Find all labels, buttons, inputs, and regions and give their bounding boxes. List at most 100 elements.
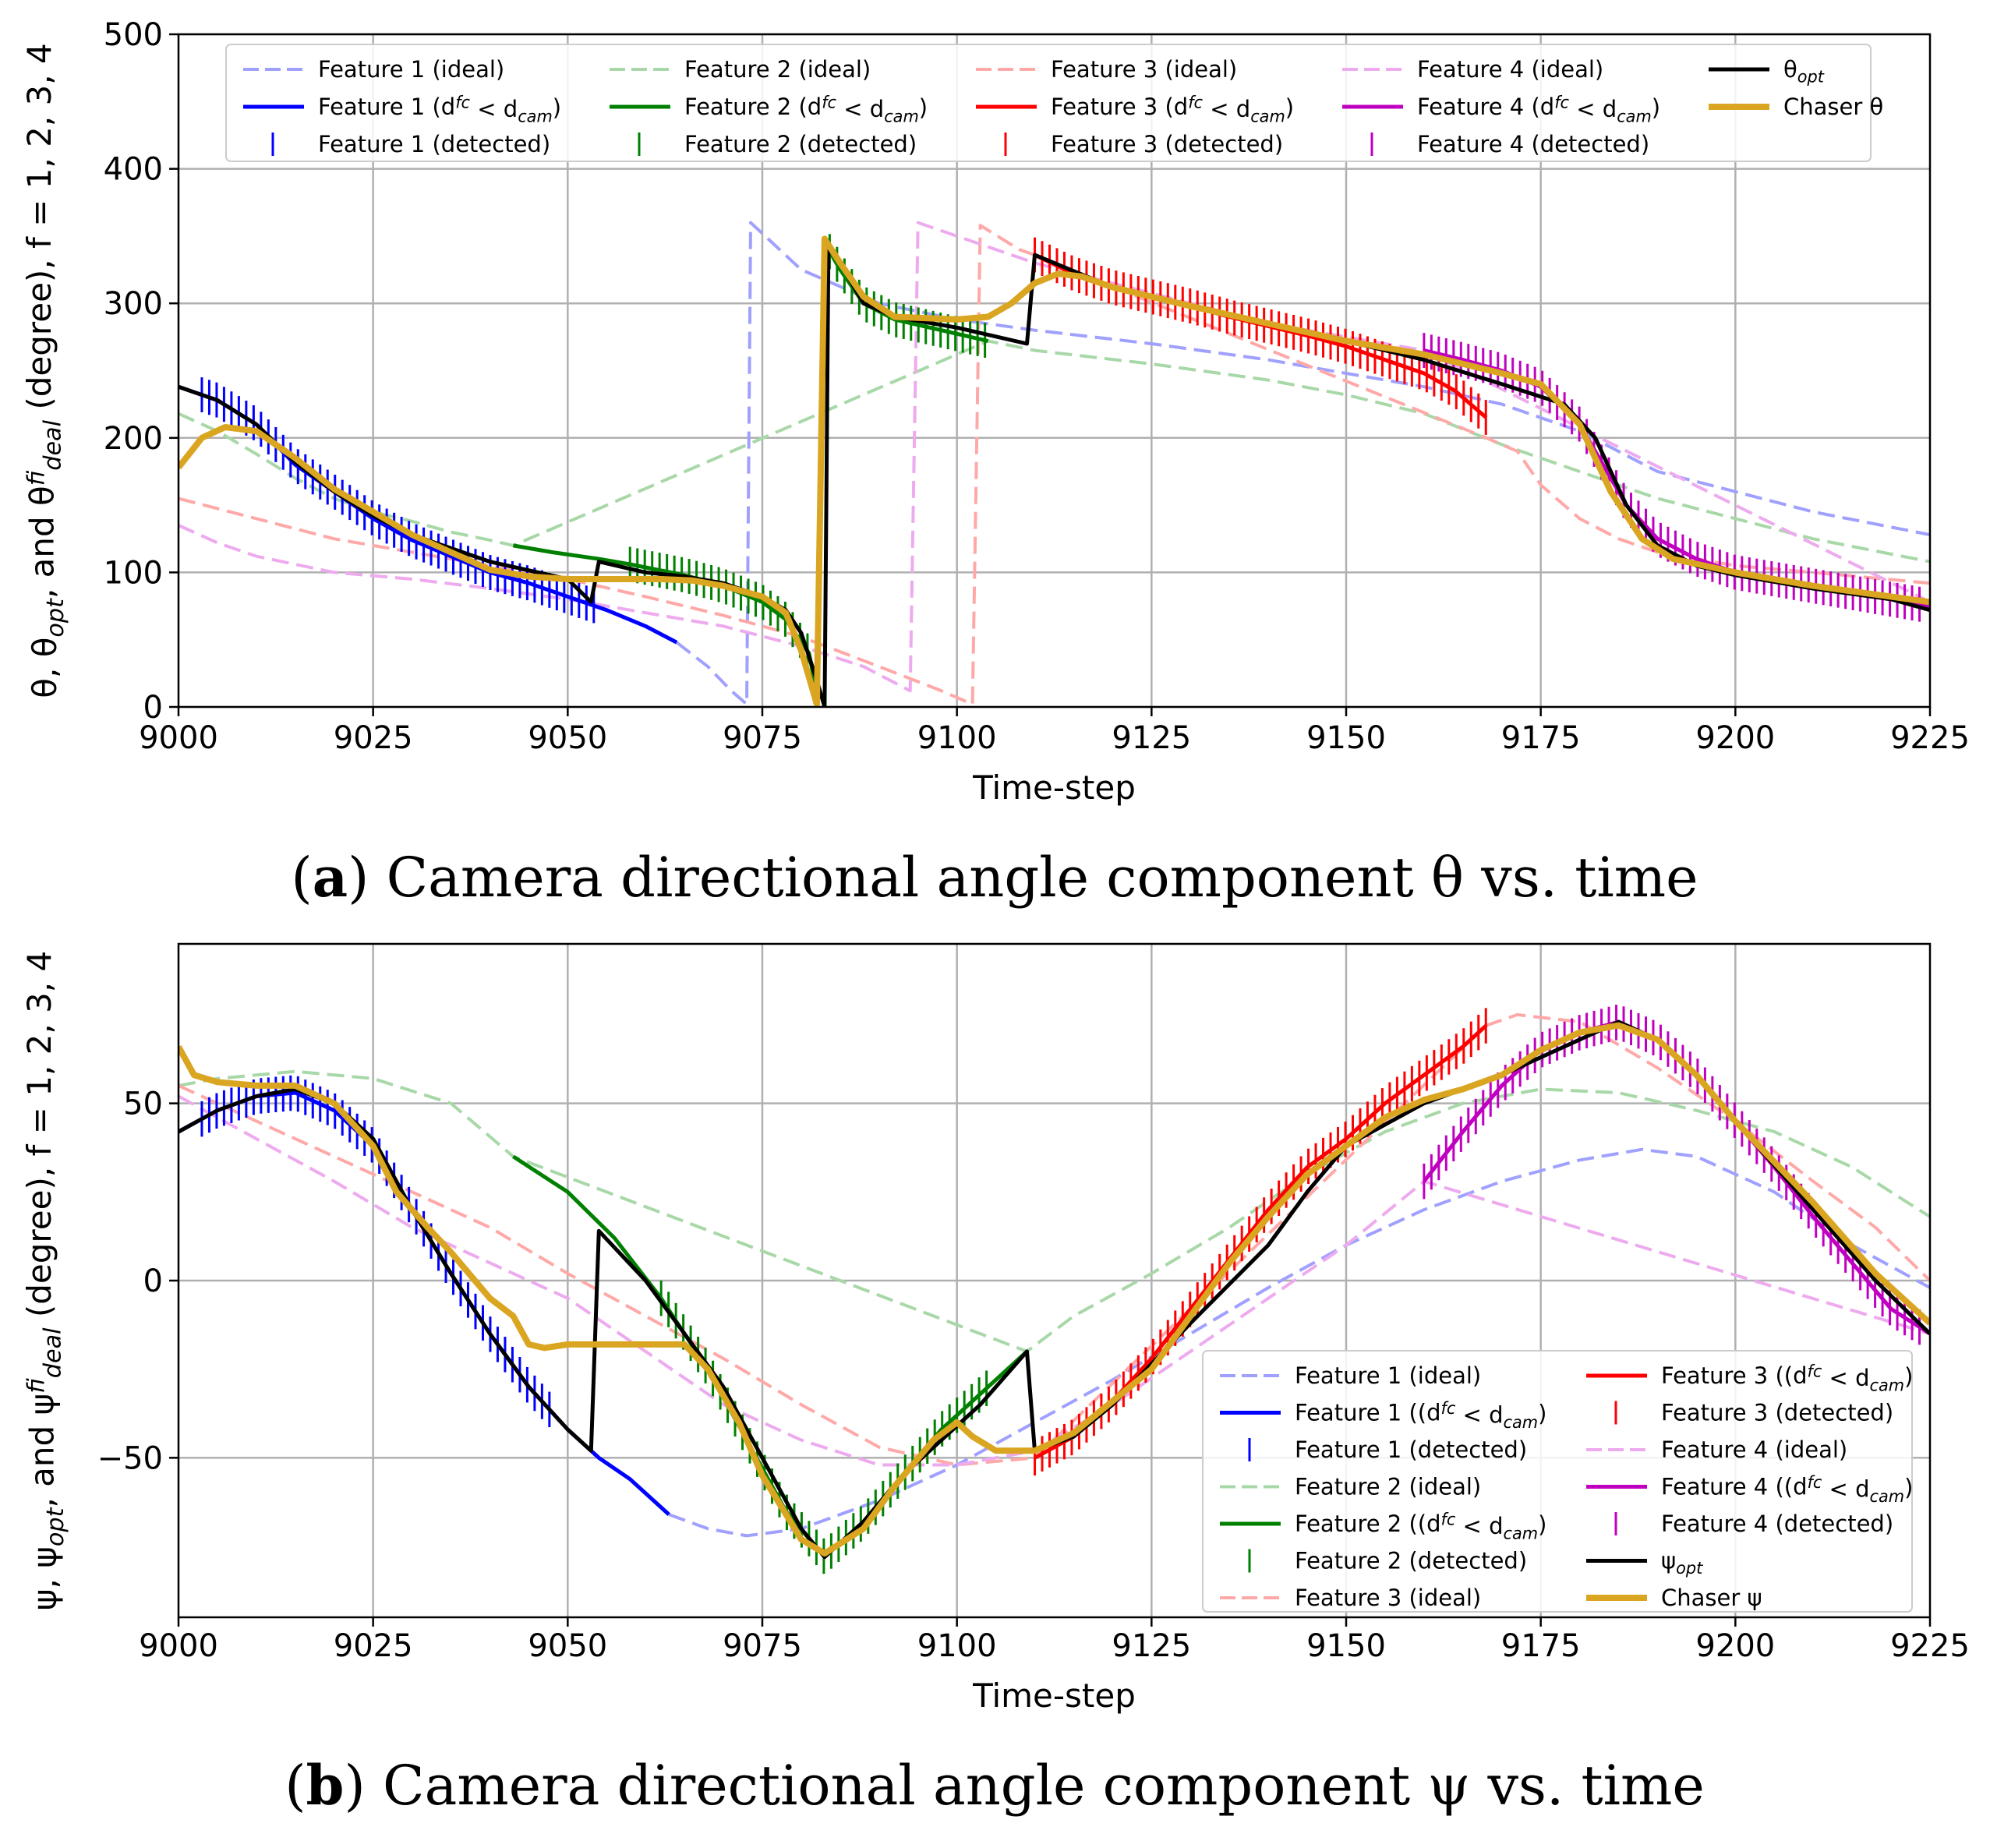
panel-theta-chart: 9000 9025 9050 9075 9100 9125 9150 9175 9200 9225… bbox=[20, 17, 1970, 910]
label-fragment: Feature 4 ((d bbox=[1661, 1474, 1808, 1500]
legend-label: Feature 1 (detected) bbox=[318, 131, 550, 157]
legend-item-chaser: Chaser ψ bbox=[1586, 1585, 1762, 1611]
figure-caption: (a) Camera directional angle component θ… bbox=[291, 845, 1698, 910]
legend-label: Feature 2 (ideal) bbox=[1295, 1474, 1481, 1500]
x-tick-label: 9075 bbox=[723, 1628, 802, 1664]
x-axis-label: Time-step bbox=[972, 769, 1136, 807]
label-fragment: cam bbox=[1870, 1487, 1905, 1506]
label-fragment: < d bbox=[1822, 1476, 1869, 1503]
x-tick-label: 9225 bbox=[1890, 720, 1970, 756]
series-feature-2-d-fc-d-cam bbox=[512, 1154, 1029, 1560]
label-fragment: ψ bbox=[1661, 1548, 1676, 1574]
legend-label: Feature 1 (dfc < dcam) bbox=[318, 94, 561, 126]
x-tick-label: 9000 bbox=[139, 720, 218, 756]
label-fragment: Feature 2 (detected) bbox=[684, 131, 917, 157]
legend: Feature 1 (ideal)Feature 1 ((dfc < dcam)… bbox=[1202, 1350, 1913, 1613]
legend-item-feature-1-d-fc-d-cam: Feature 1 (dfc < dcam) bbox=[243, 94, 561, 126]
legend-item-feature-2-detected: Feature 2 (detected) bbox=[1248, 1548, 1527, 1574]
y-tick-label: 300 bbox=[104, 286, 163, 322]
label-fragment: Feature 3 (ideal) bbox=[1295, 1585, 1481, 1611]
legend-item-feature-4-detected: Feature 4 (detected) bbox=[1614, 1511, 1893, 1537]
legend-item-feature-1-detected: Feature 1 (detected) bbox=[271, 131, 550, 157]
legend-label: Feature 4 (detected) bbox=[1661, 1511, 1893, 1537]
label-fragment: opt bbox=[1676, 1559, 1703, 1578]
label-fragment: fc bbox=[1441, 1511, 1456, 1529]
legend-label: Feature 3 (detected) bbox=[1051, 131, 1283, 157]
legend: Feature 1 (ideal) Feature 1 (dfc < dcam) F… bbox=[225, 44, 1883, 162]
legend-item-chaser: Chaser θ bbox=[1709, 94, 1883, 120]
label-fragment: Feature 1 (detected) bbox=[318, 131, 550, 157]
y-tick-label: 0 bbox=[143, 690, 163, 726]
legend-item-feature-3-ideal: Feature 3 (ideal) bbox=[1220, 1585, 1481, 1611]
label-fragment: cam bbox=[1504, 1525, 1539, 1543]
legend-item-opt: θopt bbox=[1709, 56, 1825, 86]
legend-label: θopt bbox=[1783, 56, 1825, 86]
legend-item-feature-3-detected: Feature 3 (detected) bbox=[1004, 131, 1283, 157]
label-fragment: Chaser ψ bbox=[1661, 1585, 1762, 1611]
label-fragment: Feature 3 (d bbox=[1051, 94, 1188, 120]
label-fragment: fc bbox=[1808, 1473, 1822, 1492]
label-fragment: Feature 1 ((d bbox=[1295, 1400, 1441, 1426]
label-fragment: ) bbox=[1904, 1474, 1913, 1500]
x-tick-label: 9225 bbox=[1890, 1628, 1970, 1664]
series-feature-1-ideal bbox=[675, 221, 1930, 706]
legend-item-feature-3-ideal: Feature 3 (ideal) bbox=[976, 56, 1237, 83]
legend-label: Feature 2 (dfc < dcam) bbox=[684, 94, 928, 126]
label-fragment: f bbox=[23, 470, 50, 486]
label-fragment: Feature 4 (detected) bbox=[1661, 1511, 1893, 1537]
y-tick-label: 500 bbox=[104, 17, 163, 53]
legend-label: Feature 3 (ideal) bbox=[1295, 1585, 1481, 1611]
label-fragment: Feature 3 (ideal) bbox=[1051, 56, 1237, 83]
label-fragment: < d bbox=[1203, 96, 1250, 122]
series-opt bbox=[178, 241, 1930, 707]
label-fragment: fc bbox=[1554, 94, 1569, 112]
legend-item-feature-4-d-fc-d-cam: Feature 4 ((dfc < dcam) bbox=[1586, 1473, 1913, 1506]
label-fragment: opt bbox=[42, 598, 69, 638]
label-fragment: Feature 1 (detected) bbox=[1295, 1436, 1527, 1463]
caption-text: ) Camera directional angle component ψ v… bbox=[344, 1754, 1704, 1818]
label-fragment: Chaser θ bbox=[1783, 94, 1883, 120]
legend-label: Feature 1 ((dfc < dcam) bbox=[1295, 1399, 1546, 1432]
legend-label: Feature 1 (detected) bbox=[1295, 1436, 1527, 1463]
legend-item-feature-4-d-fc-d-cam: Feature 4 (dfc < dcam) bbox=[1342, 94, 1660, 126]
label-fragment: < d bbox=[1569, 96, 1617, 122]
figure-caption: (b) Camera directional angle component ψ… bbox=[285, 1753, 1705, 1818]
legend-label: Feature 4 (dfc < dcam) bbox=[1417, 94, 1660, 126]
plot-frame bbox=[177, 33, 1932, 708]
label-fragment: opt bbox=[42, 1507, 69, 1546]
label-fragment: fc bbox=[822, 94, 836, 112]
x-tick-label: 9050 bbox=[528, 720, 607, 756]
x-tick-label: 9125 bbox=[1112, 1628, 1191, 1664]
legend-label: Feature 1 (ideal) bbox=[1295, 1362, 1481, 1389]
legend-item-feature-4-ideal: Feature 4 (ideal) bbox=[1586, 1436, 1847, 1463]
label-fragment: ideal bbox=[40, 419, 67, 470]
x-tick-label: 9050 bbox=[528, 1628, 607, 1664]
series-feature-3-ideal bbox=[178, 224, 1930, 706]
label-fragment: ) bbox=[1652, 94, 1660, 121]
label-fragment: Feature 2 ((d bbox=[1295, 1511, 1441, 1537]
legend-item-feature-4-ideal: Feature 4 (ideal) bbox=[1342, 56, 1603, 83]
label-fragment: < d bbox=[1822, 1365, 1869, 1391]
label-fragment: cam bbox=[884, 108, 919, 126]
plot-area bbox=[178, 1005, 1930, 1574]
legend-label: Feature 1 (ideal) bbox=[318, 56, 504, 83]
caption-prefix: ( bbox=[285, 1754, 306, 1818]
x-tick-label: 9175 bbox=[1501, 720, 1581, 756]
label-fragment: Feature 2 (ideal) bbox=[684, 56, 871, 83]
label-fragment: cam bbox=[1870, 1376, 1905, 1395]
legend-item-opt: ψopt bbox=[1586, 1548, 1703, 1578]
label-fragment: cam bbox=[1250, 108, 1285, 126]
legend-label: Feature 2 (ideal) bbox=[684, 56, 871, 83]
label-fragment: θ, θ bbox=[26, 638, 64, 698]
legend-item-feature-2-ideal: Feature 2 (ideal) bbox=[1220, 1474, 1481, 1500]
x-tick-label: 9150 bbox=[1306, 1628, 1386, 1664]
x-tick-label: 9100 bbox=[917, 1628, 997, 1664]
legend-item-feature-2-detected: Feature 2 (detected) bbox=[638, 131, 917, 157]
legend-item-feature-1-d-fc-d-cam: Feature 1 ((dfc < dcam) bbox=[1220, 1399, 1546, 1432]
x-tick-label: 9200 bbox=[1695, 720, 1775, 756]
legend-label: Feature 2 (detected) bbox=[684, 131, 917, 157]
label-fragment: ) bbox=[1285, 94, 1294, 121]
label-fragment: fc bbox=[1188, 94, 1203, 112]
markers-feature-1-detected bbox=[200, 1075, 551, 1428]
